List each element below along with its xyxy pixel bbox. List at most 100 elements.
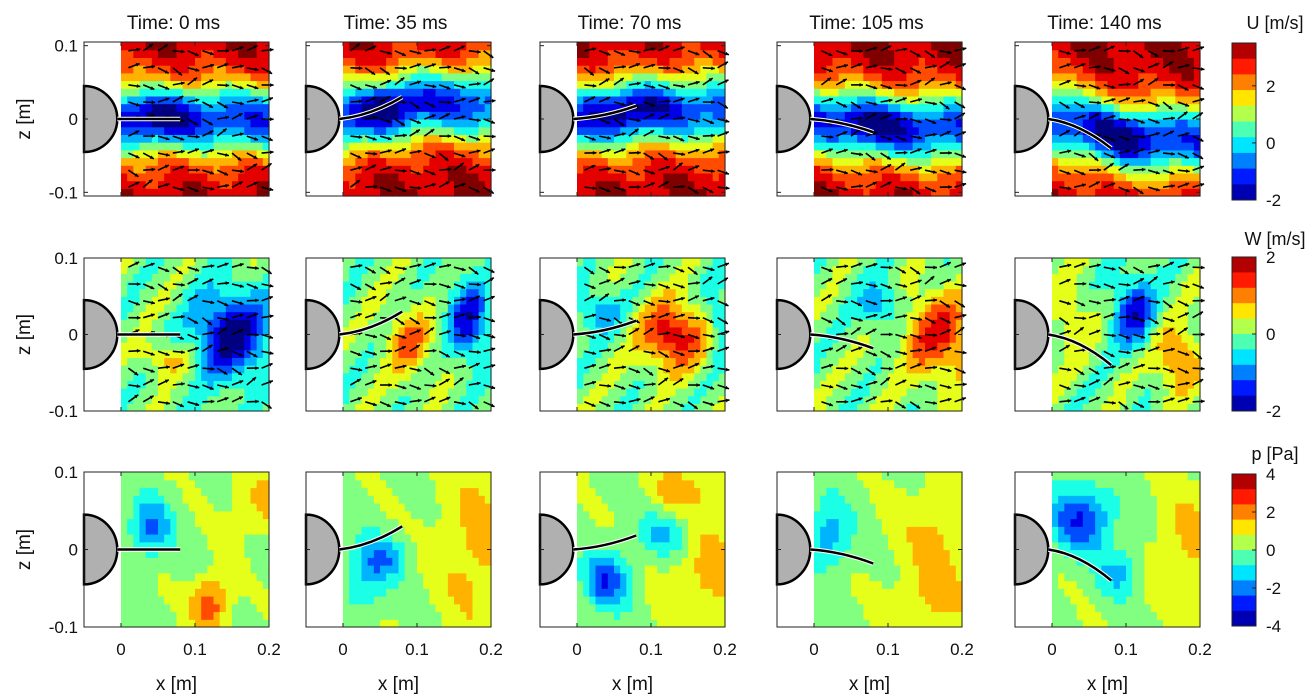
- velocity-arrowhead: [268, 363, 273, 367]
- velocity-arrowhead: [1081, 154, 1086, 158]
- velocity-arrowhead: [947, 81, 952, 85]
- field-cell: [820, 72, 827, 82]
- field-cell: [826, 149, 834, 159]
- field-cell: [918, 134, 926, 143]
- field-cell: [675, 111, 683, 120]
- field-cell: [1113, 57, 1121, 66]
- velocity-arrowhead: [842, 79, 847, 83]
- field-cell: [1101, 119, 1109, 128]
- velocity-arrowhead: [1081, 171, 1086, 176]
- field-cell: [943, 157, 951, 166]
- field-cell: [832, 88, 840, 97]
- field-cell: [466, 95, 474, 105]
- field-cell: [343, 149, 350, 159]
- velocity-arrowhead: [195, 402, 200, 407]
- field-cell: [213, 95, 221, 105]
- field-cell: [256, 188, 264, 197]
- field-cell: [355, 303, 363, 313]
- field-cell: [429, 395, 437, 404]
- field-cell: [607, 172, 615, 182]
- velocity-arrowhead: [255, 298, 259, 303]
- velocity-arrowhead: [417, 50, 422, 55]
- field-cell: [188, 372, 196, 381]
- velocity-arrowhead: [209, 278, 214, 283]
- field-cell: [875, 111, 883, 120]
- field-cell: [718, 88, 726, 97]
- field-cell: [614, 372, 621, 381]
- field-cell: [472, 42, 480, 51]
- velocity-arrowhead: [636, 63, 640, 67]
- field-cell: [688, 57, 695, 66]
- field-cell: [121, 319, 128, 328]
- field-cell: [1095, 103, 1102, 112]
- field-cell: [398, 165, 406, 174]
- velocity-arrowhead: [387, 119, 392, 124]
- field-cell: [663, 95, 671, 105]
- velocity-arrowhead: [237, 371, 242, 375]
- field-cell: [232, 119, 239, 128]
- velocity-arrowhead: [149, 44, 154, 48]
- field-cell: [851, 42, 858, 51]
- velocity-arrowhead: [621, 187, 626, 192]
- field-cell: [417, 103, 424, 112]
- field-cell: [176, 188, 184, 197]
- field-cell: [121, 303, 128, 313]
- field-cell: [869, 57, 877, 66]
- field-cell: [1144, 49, 1152, 58]
- field-cell: [925, 119, 932, 128]
- field-cell: [207, 88, 215, 97]
- field-cell: [417, 380, 424, 389]
- field-cell: [900, 65, 908, 74]
- field-cell: [681, 95, 689, 105]
- field-cell: [820, 42, 827, 51]
- velocity-arrowhead: [253, 45, 258, 49]
- field-cell: [1132, 42, 1139, 51]
- velocity-arrowhead: [402, 148, 406, 152]
- velocity-arrowhead: [591, 137, 596, 141]
- field-cell: [1150, 103, 1158, 112]
- field-cell: [127, 311, 134, 320]
- field-cell: [454, 273, 461, 282]
- velocity-arrowhead: [446, 45, 451, 50]
- field-cell: [195, 188, 202, 197]
- time-label: Time: 140 ms: [1047, 13, 1161, 34]
- field-cell: [349, 403, 356, 412]
- field-cell: [589, 303, 597, 313]
- field-cell: [417, 57, 424, 66]
- field-cell: [595, 258, 603, 267]
- field-cell: [1144, 157, 1152, 166]
- field-cell: [912, 188, 920, 197]
- velocity-arrowhead: [827, 77, 831, 82]
- field-cell: [188, 326, 196, 336]
- field-cell: [607, 180, 615, 189]
- field-cell: [232, 303, 239, 313]
- field-cell: [1144, 95, 1152, 105]
- field-cell: [145, 296, 153, 305]
- field-cell: [460, 149, 467, 159]
- field-cell: [127, 288, 134, 297]
- field-cell: [1082, 57, 1090, 66]
- field-cell: [638, 172, 646, 182]
- field-cell: [626, 126, 634, 135]
- field-cell: [644, 157, 652, 166]
- field-cell: [1156, 180, 1164, 189]
- field-cell: [632, 372, 640, 381]
- field-cell: [1187, 65, 1195, 74]
- field-cell: [857, 165, 864, 174]
- field-cell: [238, 273, 245, 282]
- velocity-arrowhead: [195, 364, 200, 368]
- field-cell: [219, 273, 227, 282]
- field-cell: [472, 357, 480, 366]
- field-cell: [392, 349, 400, 359]
- field-cell: [423, 180, 430, 189]
- field-cell: [435, 134, 443, 143]
- field-cell: [361, 334, 369, 343]
- field-cell: [460, 134, 467, 143]
- field-cell: [380, 258, 387, 267]
- field-cell: [1163, 188, 1170, 197]
- field-cell: [814, 42, 821, 51]
- field-cell: [1064, 111, 1072, 120]
- field-cell: [423, 273, 430, 282]
- field-cell: [429, 103, 437, 112]
- field-cell: [176, 326, 184, 336]
